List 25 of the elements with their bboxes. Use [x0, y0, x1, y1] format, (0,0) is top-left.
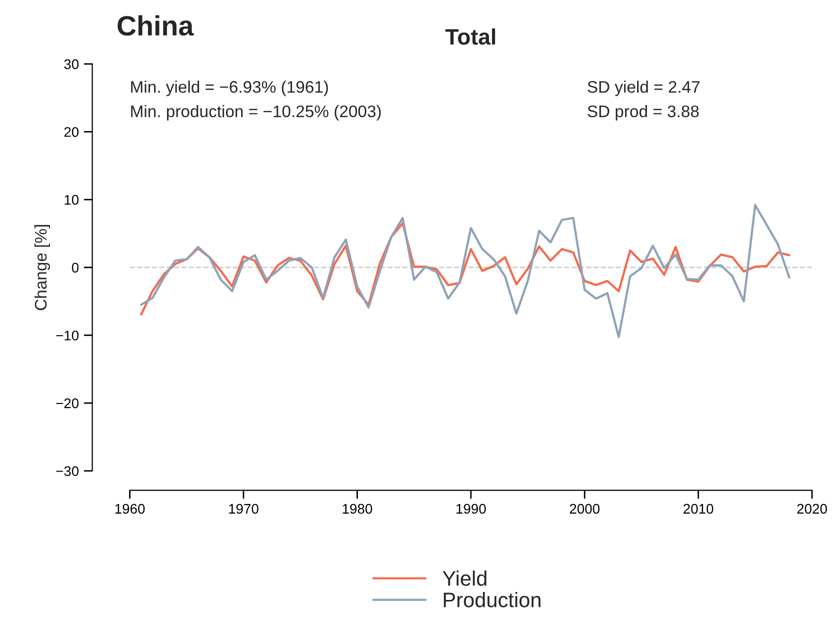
x-tick-label: 1990	[456, 504, 486, 514]
y-tick-label: 0	[72, 262, 79, 273]
x-tick-label: 1980	[342, 504, 372, 514]
y-tick-label: 10	[64, 194, 79, 205]
line-series	[140, 222, 790, 316]
legend-label: Production	[444, 592, 540, 608]
annotation: SD prod = 3.88	[588, 105, 699, 121]
x-tick-label: 2020	[797, 504, 827, 514]
x-tick-label: 1960	[115, 504, 145, 514]
y-tick-label: 30	[64, 59, 79, 70]
chart-title: Total	[445, 28, 496, 45]
y-tick-label: −20	[56, 398, 79, 408]
text: China	[118, 15, 194, 36]
line-series	[140, 204, 790, 338]
x-tick-label: 1970	[229, 504, 258, 514]
y-tick-label: 20	[64, 127, 79, 137]
annotation: SD yield = 2.47	[588, 80, 700, 96]
x-tick-label: 2010	[684, 504, 714, 514]
legend-label: Yield	[442, 570, 486, 586]
y-tick-label: −10	[56, 330, 79, 340]
x-tick-label: 2000	[570, 504, 600, 514]
annotation: Min. production = −10.25% (2003)	[131, 105, 381, 121]
annotation: Min. yield = −6.93% (1961)	[131, 80, 328, 96]
y-axis-title: Change [%]	[34, 225, 50, 310]
y-tick-label: −30	[56, 466, 79, 476]
